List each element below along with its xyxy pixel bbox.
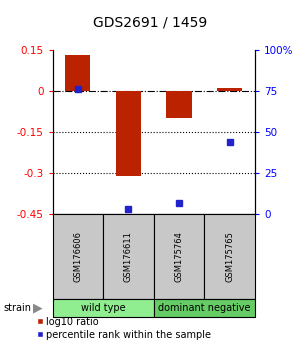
Bar — [116, 91, 141, 176]
Text: GSM175764: GSM175764 — [175, 231, 184, 282]
Text: GSM176606: GSM176606 — [73, 231, 82, 282]
Bar — [154, 299, 255, 317]
Text: wild type: wild type — [81, 303, 125, 313]
Bar — [65, 55, 91, 91]
Bar — [103, 214, 154, 299]
Bar — [204, 214, 255, 299]
Bar — [154, 214, 204, 299]
Bar — [167, 91, 192, 118]
Text: GSM175765: GSM175765 — [225, 231, 234, 282]
Text: strain: strain — [3, 303, 31, 313]
Bar — [217, 88, 242, 91]
Text: dominant negative: dominant negative — [158, 303, 250, 313]
Bar — [52, 299, 154, 317]
Bar — [52, 214, 103, 299]
Text: ▶: ▶ — [33, 302, 42, 314]
Legend: log10 ratio, percentile rank within the sample: log10 ratio, percentile rank within the … — [38, 317, 211, 340]
Text: GDS2691 / 1459: GDS2691 / 1459 — [93, 16, 207, 30]
Text: GSM176611: GSM176611 — [124, 231, 133, 282]
